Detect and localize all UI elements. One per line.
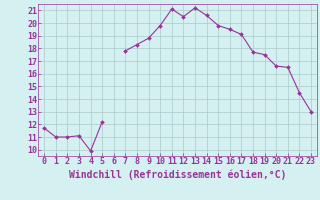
X-axis label: Windchill (Refroidissement éolien,°C): Windchill (Refroidissement éolien,°C) [69, 169, 286, 180]
